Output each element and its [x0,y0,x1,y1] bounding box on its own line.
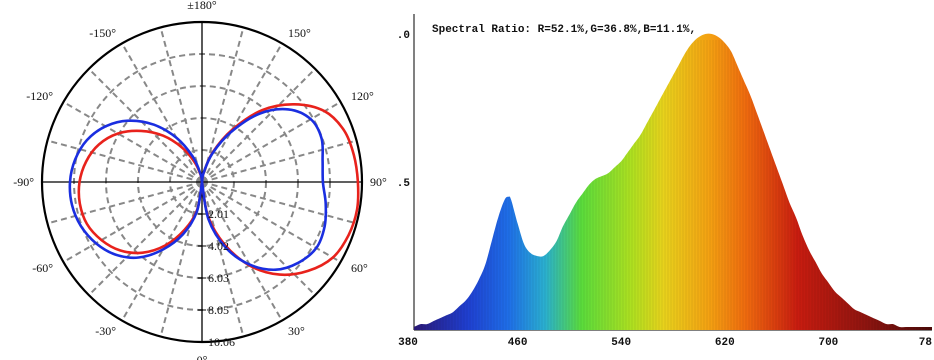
polar-angle-label: -30° [95,324,116,338]
polar-spoke [201,181,342,263]
polar-spoke [62,181,203,263]
spectrum-labels: 380 460 540 620 700 78 .0 .5 [397,30,933,349]
polar-spoke [201,42,283,183]
polar-radial-label: 8.05 [208,303,229,317]
polar-radial-label: 10.06 [208,335,235,349]
polar-angle-label: 60° [351,261,368,275]
polar-spoke [201,139,357,183]
polar-series [68,102,360,277]
polar-chart: ±180° 150° 120° 90° 60° 30° 0° -30° -60° -90° -120… [13,0,387,360]
spectrum-x-tick-label: 460 [508,337,528,349]
polar-series-blue [68,107,328,272]
spectrum-x-tick-label: 620 [715,337,735,349]
polar-radial-label: 2.01 [208,207,229,221]
spectrum-x-tick-label: 700 [818,337,838,349]
polar-spoke [88,181,203,296]
polar-spoke [47,139,203,183]
polar-radial-label: 4.02 [208,239,229,253]
polar-spoke [201,101,342,183]
spectrum-area [414,33,932,330]
polar-angle-label: 0° [197,353,208,360]
polar-angle-label: ±180° [187,0,217,12]
polar-spoke [159,181,203,337]
polar-spoke [88,68,203,183]
polar-angle-label: 150° [288,26,311,40]
polar-angle-label: 120° [351,89,374,103]
polar-angle-label: -90° [13,175,34,189]
spectrum-y-tick-label: .5 [397,178,411,190]
polar-angle-label: -60° [32,261,53,275]
spectrum-x-tick-label: 540 [611,337,631,349]
polar-spoke [201,68,316,183]
polar-labels: ±180° 150° 120° 90° 60° 30° 0° -30° -60° -90° -120… [13,0,387,360]
polar-spoke [201,181,283,322]
polar-angle-label: -150° [89,26,116,40]
polar-radial-label: 6.03 [208,271,229,285]
spectrum-x-tick-label: 78 [919,337,933,349]
spectrum-x-tick-label: 380 [398,337,418,349]
polar-spoke [201,181,245,337]
polar-spoke [47,181,203,225]
spectrum-chart: Spectral Ratio: R=52.1%,G=36.8%,B=11.1%,… [397,14,933,349]
polar-angle-label: 30° [288,324,305,338]
polar-spoke [62,101,203,183]
polar-spoke [201,27,245,183]
polar-spoke [159,27,203,183]
polar-spoke [201,181,316,296]
polar-angle-label: -120° [26,89,53,103]
spectrum-y-tick-label: .0 [397,30,410,42]
spectrum-title: Spectral Ratio: R=52.1%,G=36.8%,B=11.1%, [432,24,696,36]
polar-spoke [121,42,203,183]
polar-spoke [201,181,357,225]
polar-angle-label: 90° [370,175,387,189]
